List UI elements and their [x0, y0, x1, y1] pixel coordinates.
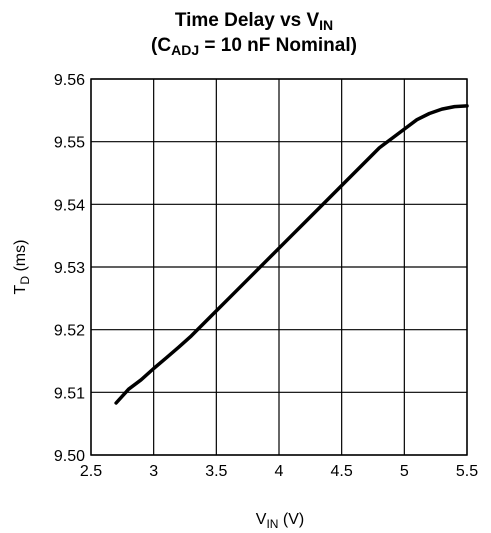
x-axis-label: VIN (V) [256, 511, 304, 531]
series-group [116, 106, 467, 403]
x-tick-label: 4 [275, 463, 284, 480]
grid [91, 79, 467, 455]
chart-title-line2: (CADJ = 10 nF Nominal) [151, 35, 357, 58]
tick-labels: 2.5 3 3.5 4 4.5 5 5.5 9.50 9.51 9.52 9.53 9.54 9.55 9… [54, 72, 478, 480]
x-tick-label: 5.5 [456, 463, 478, 480]
y-tick-label: 9.53 [54, 260, 85, 277]
y-tick-label: 9.51 [54, 385, 85, 402]
x-tick-label: 4.5 [331, 463, 353, 480]
y-axis-label: TD (ms) [12, 240, 32, 295]
series-line [116, 106, 467, 403]
x-tick-label: 3.5 [205, 463, 227, 480]
x-tick-label: 5 [400, 463, 409, 480]
x-tick-label: 3 [149, 463, 158, 480]
x-tick-label: 2.5 [80, 463, 102, 480]
y-tick-label: 9.50 [54, 448, 85, 465]
y-tick-label: 9.52 [54, 323, 85, 340]
y-tick-label: 9.55 [54, 135, 85, 152]
y-tick-label: 9.54 [54, 197, 85, 214]
y-tick-label: 9.56 [54, 72, 85, 89]
chart-title-line1: Time Delay vs VIN [175, 10, 333, 33]
